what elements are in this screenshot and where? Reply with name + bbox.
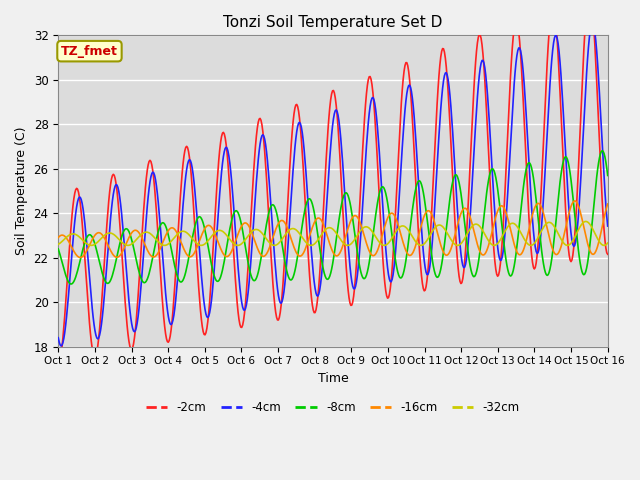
X-axis label: Time: Time: [317, 372, 348, 385]
Legend: -2cm, -4cm, -8cm, -16cm, -32cm: -2cm, -4cm, -8cm, -16cm, -32cm: [141, 396, 525, 419]
Y-axis label: Soil Temperature (C): Soil Temperature (C): [15, 127, 28, 255]
Title: Tonzi Soil Temperature Set D: Tonzi Soil Temperature Set D: [223, 15, 443, 30]
Text: TZ_fmet: TZ_fmet: [61, 45, 118, 58]
